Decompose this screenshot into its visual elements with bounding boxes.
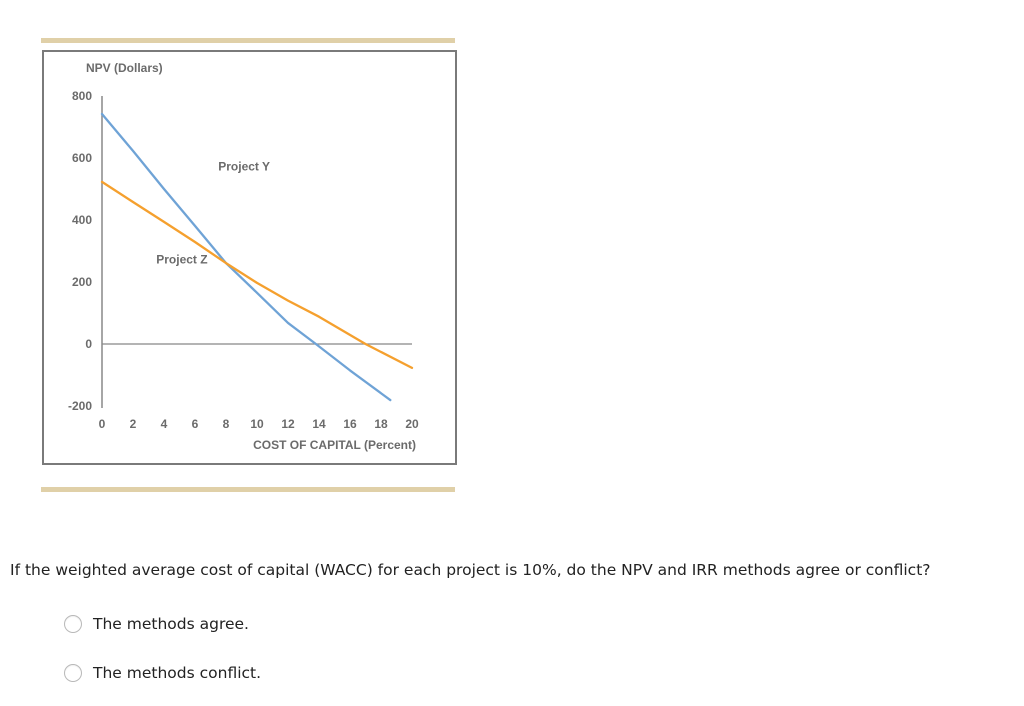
x-tick-label: 10 (250, 417, 264, 431)
y-tick-label: 600 (72, 151, 92, 165)
x-tick-label: 16 (343, 417, 357, 431)
x-tick-label: 2 (130, 417, 137, 431)
y-tick-label: 0 (85, 337, 92, 351)
y-tick-label: 800 (72, 89, 92, 103)
npv-profile-chart: NPV (Dollars) 800 600 400 200 0 -200 0 2 4 6 8 10 12 1… (42, 50, 457, 465)
option-label: The methods conflict. (93, 664, 262, 682)
series-line-project-y (100, 112, 392, 402)
radio-button[interactable] (64, 664, 82, 682)
x-tick-label: 4 (161, 417, 168, 431)
y-tick-label: -200 (68, 399, 92, 413)
decorative-top-bar (41, 38, 455, 43)
x-tick-label: 6 (192, 417, 199, 431)
y-tick-label: 200 (72, 275, 92, 289)
question-text: If the weighted average cost of capital … (10, 561, 931, 579)
option-label: The methods agree. (93, 615, 249, 633)
option-methods-agree[interactable]: The methods agree. (64, 615, 249, 633)
radio-button[interactable] (64, 615, 82, 633)
y-tick-label: 400 (72, 213, 92, 227)
series-annotation: Project Z (156, 252, 207, 266)
option-methods-conflict[interactable]: The methods conflict. (64, 664, 261, 682)
x-axis-title: COST OF CAPITAL (Percent) (253, 438, 416, 452)
y-axis-title: NPV (Dollars) (86, 61, 163, 75)
x-tick-label: 14 (312, 417, 326, 431)
series-line-project-z (100, 180, 414, 370)
x-tick-label: 0 (99, 417, 106, 431)
chart-canvas: NPV (Dollars) 800 600 400 200 0 -200 0 2 4 6 8 10 12 1… (68, 61, 419, 452)
decorative-bottom-bar (41, 487, 455, 492)
x-tick-label: 12 (281, 417, 295, 431)
x-tick-label: 18 (374, 417, 388, 431)
x-tick-label: 8 (223, 417, 230, 431)
series-annotation: Project Y (218, 159, 270, 173)
x-tick-label: 20 (405, 417, 419, 431)
